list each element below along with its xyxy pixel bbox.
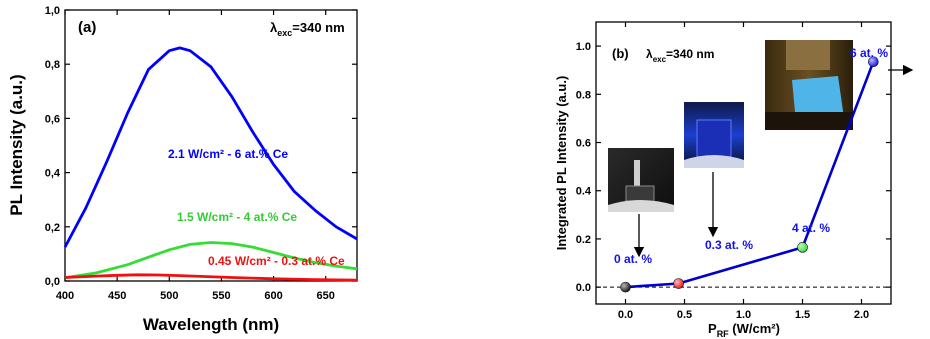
series-line-2 (64, 273, 358, 282)
lines-b (596, 56, 891, 293)
inset-photo-0at (608, 148, 674, 212)
y-tick-label: 0,2 (45, 222, 60, 234)
data-point-highlight (620, 282, 631, 293)
excitation-annotation-a: λexc=340 nm (270, 20, 345, 38)
panel-label-a: (a) (78, 19, 96, 36)
x-tick-label: 0.0 (618, 309, 633, 321)
x-tick-label: 1.0 (736, 309, 751, 321)
point-label-0at: 0 at. % (614, 252, 652, 266)
inset-photo-6at (765, 40, 853, 130)
data-point-highlight (868, 56, 879, 67)
point-label-4at: 4 at. % (792, 221, 830, 235)
x-tick-label: 400 (56, 290, 74, 302)
y-tick-label: 0.8 (576, 89, 591, 101)
data-point-highlight (797, 242, 808, 253)
series-label-0-3at: 0.45 W/cm² - 0.3 at.% Ce (208, 254, 345, 268)
x-tick-label: 1.5 (795, 309, 810, 321)
x-tick-label: 600 (264, 290, 282, 302)
x-tick-label: 2.0 (854, 309, 869, 321)
y-tick-label: 1,0 (45, 5, 60, 17)
x-tick-label: 450 (108, 290, 126, 302)
y-tick-label: 0,0 (45, 276, 60, 288)
series-line-1 (64, 241, 358, 280)
point-label-0-3at: 0.3 at. % (705, 238, 753, 252)
y-tick-label: 0,6 (45, 113, 60, 125)
ticks-b: 0.0 0.5 1.0 1.5 2.0 0.0 0.2 0.4 0.6 0.8 1.0 (576, 22, 891, 321)
panel-a: 400 450 500 550 600 650 0,0 0,2 0,4 0,6 0,8 1,0 (a)… (7, 5, 358, 334)
x-axis-label-a: Wavelength (nm) (143, 315, 279, 334)
y-tick-label: 0,4 (45, 168, 61, 180)
x-tick-label: 500 (160, 290, 178, 302)
y-tick-label: 0.4 (576, 186, 592, 198)
excitation-annotation-b: λexc=340 nm (646, 47, 714, 64)
y-axis-label-a: PL Intensity (a.u.) (7, 74, 26, 215)
y-tick-label: 0.6 (576, 138, 591, 150)
x-tick-label: 0.5 (677, 309, 692, 321)
panel-label-b: (b) (612, 46, 629, 61)
series-label-4at: 1.5 W/cm² - 4 at.% Ce (177, 210, 297, 224)
y-axis-label-b: Integrated PL Intensity (a.u.) (554, 76, 569, 251)
x-axis-label-b: PRF (W/cm²) (708, 321, 780, 339)
point-label-6at: 6 at. % (850, 46, 888, 60)
panel-b: 0.0 0.5 1.0 1.5 2.0 0.0 0.2 0.4 0.6 0.8 1.0 (b) λe… (554, 21, 914, 339)
lines-a (63, 46, 358, 282)
x-tick-label: 650 (317, 290, 335, 302)
y-tick-label: 1.0 (576, 41, 591, 53)
plot-frame-a (64, 9, 358, 282)
inset-photo-0-3at (684, 102, 744, 168)
y-tick-label: 0,8 (45, 59, 60, 71)
data-point-highlight (673, 278, 684, 289)
ticks-a: 400 450 500 550 600 650 0,0 0,2 0,4 0,6 0,8 1,0 (45, 5, 357, 302)
y-tick-label: 0.2 (576, 234, 591, 246)
x-tick-label: 550 (212, 290, 230, 302)
series-label-6at: 2.1 W/cm² - 6 at.% Ce (168, 147, 288, 161)
y-tick-label: 0.0 (576, 282, 591, 294)
series-line-0 (625, 61, 875, 289)
series-line-0 (63, 46, 358, 248)
